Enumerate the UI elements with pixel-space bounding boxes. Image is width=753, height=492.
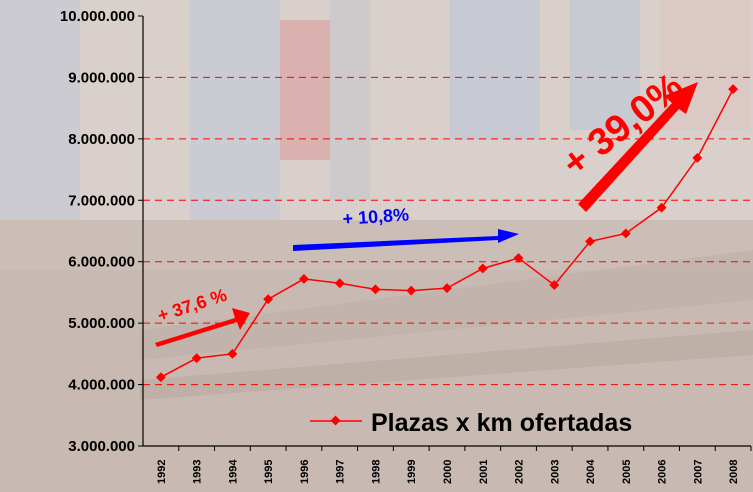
- y-tick-label: 7.000.000: [68, 192, 135, 209]
- data-point: [585, 236, 596, 247]
- x-tick-label: 1998: [370, 460, 382, 484]
- x-tick-label: 2005: [621, 460, 633, 484]
- annotation-1: + 37,6 %: [155, 285, 250, 347]
- y-tick-label: 4.000.000: [68, 377, 135, 394]
- data-point: [227, 348, 238, 359]
- y-tick-label: 6.000.000: [68, 254, 135, 271]
- x-tick-label: 2007: [692, 460, 704, 484]
- data-point: [370, 284, 381, 295]
- data-point: [656, 202, 667, 213]
- x-tick-label: 1996: [299, 460, 311, 484]
- data-point: [728, 84, 739, 95]
- legend-marker: [330, 415, 341, 426]
- annotation-arrow-1: [155, 308, 250, 347]
- data-point: [263, 294, 274, 305]
- data-point: [334, 278, 345, 289]
- x-tick-label: 1994: [227, 459, 239, 484]
- annotation-label-1: + 37,6 %: [155, 285, 229, 326]
- data-point: [692, 152, 703, 163]
- y-tick-label: 3.000.000: [68, 438, 135, 455]
- y-tick-label: 9.000.000: [68, 69, 135, 86]
- data-point: [513, 253, 524, 263]
- y-tick-label: 5.000.000: [68, 315, 135, 332]
- x-tick-label: 1997: [335, 460, 347, 484]
- x-tick-label: 2003: [549, 460, 561, 484]
- annotation-arrow-3: [578, 82, 698, 212]
- annotation-label-2: + 10,8%: [342, 204, 410, 229]
- annotation-arrow-2: [293, 229, 519, 251]
- data-point: [191, 353, 202, 364]
- gridlines: [143, 76, 751, 386]
- data-point: [298, 273, 309, 284]
- y-axis-ticks: 3.000.000 4.000.000 5.000.000 6.000.000 7.00…: [60, 8, 143, 455]
- data-point: [155, 372, 166, 383]
- x-tick-label: 2000: [442, 460, 454, 484]
- y-tick-label: 10.000.000: [60, 8, 135, 25]
- x-tick-label: 1999: [406, 460, 418, 484]
- x-axis-ticks: 1992 1993 1994 1995 1996 1997 1998 1999 2000 2001…: [156, 446, 752, 484]
- x-tick-label: 1993: [192, 460, 204, 484]
- legend-label: Plazas x km ofertadas: [371, 409, 632, 437]
- axes: [142, 16, 751, 447]
- series-layer: [155, 84, 739, 383]
- legend: Plazas x km ofertadas: [310, 409, 632, 437]
- data-point: [442, 283, 452, 294]
- data-point: [406, 285, 417, 296]
- x-tick-label: 1995: [263, 460, 275, 484]
- data-point: [549, 280, 560, 291]
- x-tick-label: 1992: [156, 460, 168, 484]
- y-tick-label: 8.000.000: [68, 131, 135, 148]
- x-tick-label: 2001: [478, 460, 490, 484]
- data-point: [477, 263, 488, 274]
- x-tick-label: 2006: [657, 460, 669, 484]
- x-tick-label: 2002: [514, 460, 526, 484]
- data-point: [620, 228, 631, 239]
- annotation-2: + 10,8%: [293, 204, 519, 251]
- x-tick-label: 2004: [585, 459, 597, 484]
- x-tick-label: 2008: [728, 460, 740, 484]
